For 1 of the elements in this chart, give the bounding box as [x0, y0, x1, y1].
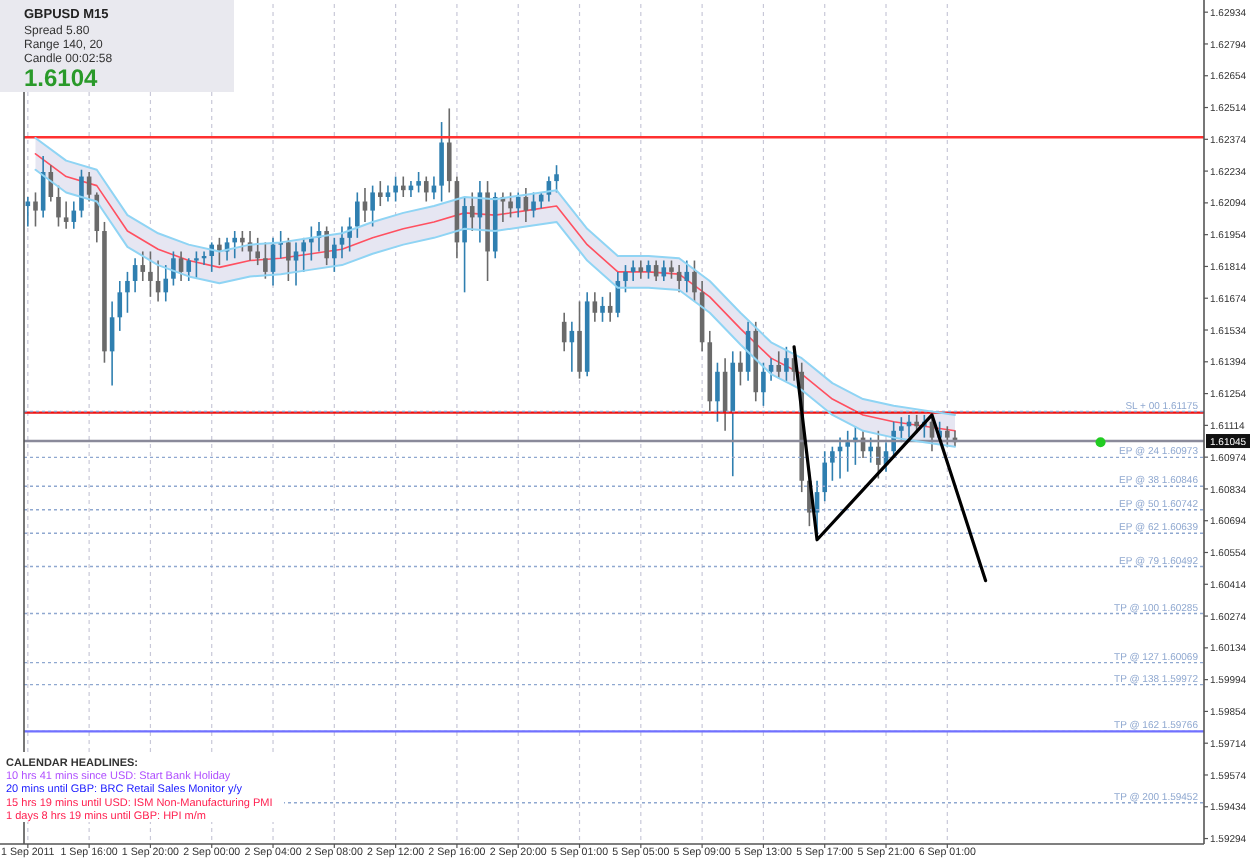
annotation: 1.6104 — [24, 64, 99, 92]
